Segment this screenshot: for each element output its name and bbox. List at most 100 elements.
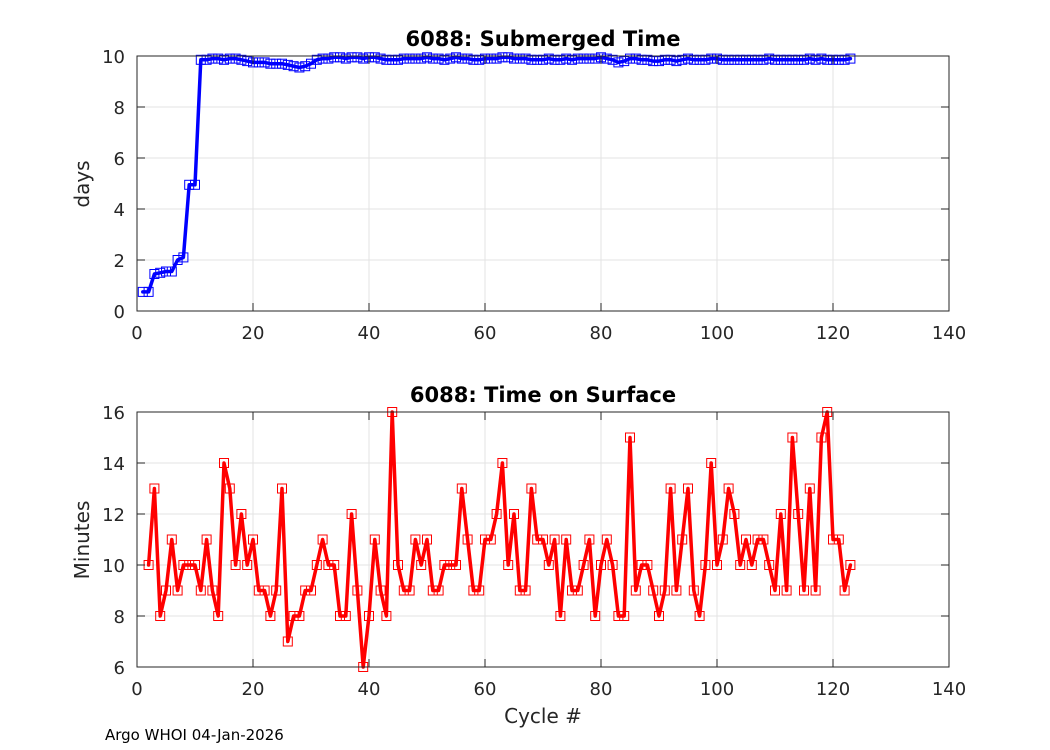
data-point	[352, 52, 363, 63]
data-point	[619, 56, 630, 67]
data-point	[462, 534, 473, 545]
data-point	[346, 509, 357, 519]
data-point	[514, 585, 525, 596]
data-point	[375, 585, 386, 596]
x-tick-label: 120	[816, 679, 850, 700]
data-point	[538, 534, 548, 545]
x-tick-label: 40	[358, 679, 381, 700]
y-tick-label: 0	[114, 302, 125, 323]
data-point	[607, 560, 618, 570]
data-point	[503, 52, 514, 63]
data-point	[596, 560, 606, 570]
data-point	[340, 53, 351, 64]
data-point	[335, 52, 345, 63]
y-tick-label: 16	[102, 403, 125, 424]
data-point	[706, 458, 717, 468]
data-point	[201, 54, 212, 65]
data-point	[630, 53, 641, 64]
x-tick-label: 80	[590, 323, 613, 344]
data-point	[636, 54, 647, 65]
data-point	[294, 62, 305, 73]
data-point	[456, 53, 467, 64]
data-point	[752, 54, 763, 65]
data-point	[271, 585, 282, 596]
data-point	[816, 53, 827, 64]
data-point	[746, 560, 757, 570]
x-tick-label: 0	[131, 679, 142, 700]
data-point	[688, 585, 699, 596]
data-point	[770, 585, 780, 596]
data-point	[387, 54, 398, 65]
data-point	[323, 560, 334, 570]
data-point	[503, 560, 514, 570]
data-point	[166, 534, 177, 545]
data-point	[485, 53, 496, 64]
data-point	[549, 534, 560, 545]
data-point	[404, 53, 415, 64]
data-point	[149, 269, 160, 279]
data-point	[242, 56, 253, 67]
x-tick-label: 20	[242, 679, 265, 700]
axes-box	[136, 411, 950, 668]
data-point	[306, 585, 316, 596]
data-point	[248, 534, 258, 545]
data-point	[729, 509, 740, 519]
data-point	[410, 53, 421, 64]
data-point	[306, 58, 316, 69]
data-point	[468, 585, 479, 596]
data-point	[468, 54, 479, 65]
data-point	[172, 585, 183, 596]
data-point	[746, 54, 757, 65]
data-point	[427, 53, 438, 64]
x-tick-label: 140	[932, 679, 966, 700]
y-tick-label: 6	[114, 658, 125, 679]
data-point	[329, 560, 340, 570]
data-point	[155, 611, 166, 621]
data-point	[439, 560, 450, 570]
data-point	[810, 54, 821, 65]
data-point	[804, 483, 815, 494]
data-point	[770, 54, 780, 65]
data-point	[236, 54, 247, 65]
data-point	[323, 53, 334, 64]
data-point	[184, 179, 195, 190]
data-point	[845, 560, 856, 570]
data-point	[422, 534, 432, 545]
data-point	[288, 611, 299, 621]
data-point	[509, 53, 519, 64]
data-point	[526, 483, 537, 494]
data-point	[346, 52, 357, 63]
data-point	[410, 534, 421, 545]
data-point	[567, 585, 577, 596]
y-tick-label: 14	[102, 454, 125, 475]
data-point	[804, 53, 815, 64]
data-point	[665, 483, 676, 494]
data-point	[619, 611, 630, 621]
x-tick-label: 60	[474, 323, 497, 344]
data-point	[625, 53, 635, 64]
data-point	[509, 509, 519, 519]
data-point	[712, 560, 722, 570]
y-tick-label: 2	[114, 251, 125, 272]
data-point	[282, 636, 293, 647]
data-point	[497, 52, 508, 63]
data-point	[190, 560, 200, 570]
data-point	[567, 54, 577, 65]
data-point	[520, 53, 531, 64]
data-point	[462, 53, 473, 64]
data-point	[543, 560, 554, 570]
data-point	[839, 54, 850, 65]
data-point	[369, 52, 380, 63]
data-point	[416, 53, 427, 64]
data-point	[561, 53, 572, 64]
data-point	[735, 54, 746, 65]
data-point	[213, 53, 224, 64]
data-point	[613, 57, 624, 68]
data-point	[793, 509, 804, 519]
data-point	[207, 53, 218, 64]
data-point	[340, 611, 351, 621]
data-point	[636, 560, 647, 570]
data-point	[741, 54, 751, 65]
data-point	[694, 611, 705, 621]
data-point	[445, 53, 456, 64]
